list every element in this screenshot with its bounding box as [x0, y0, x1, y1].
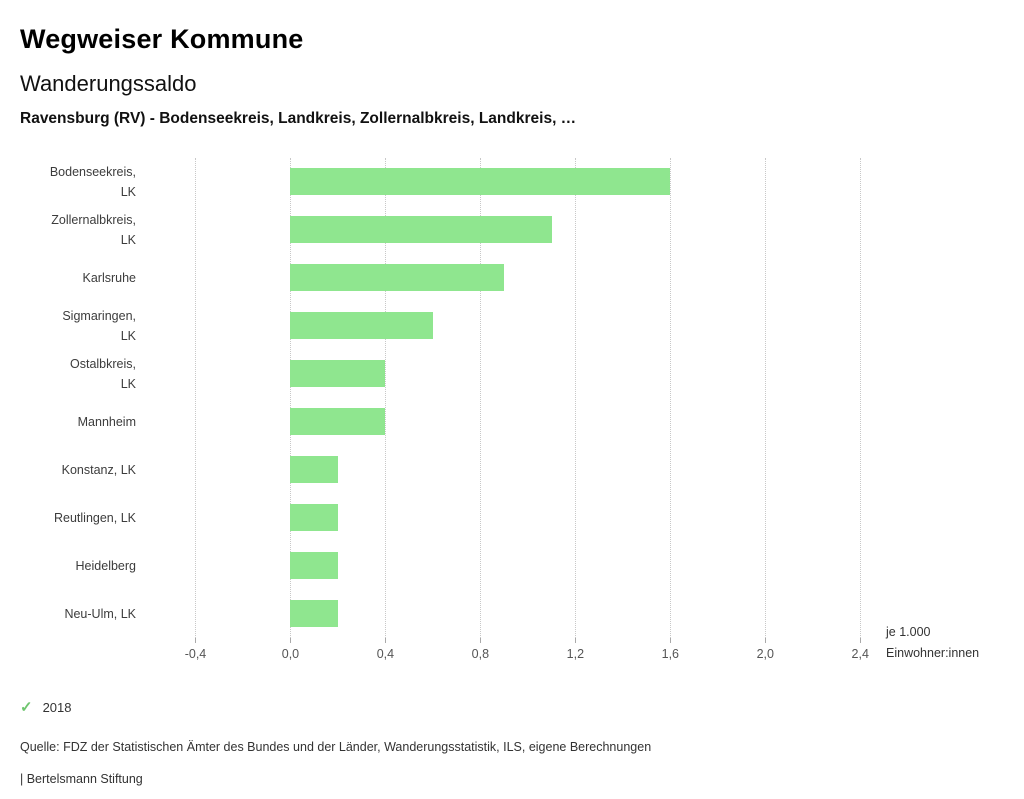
chart-row — [148, 542, 865, 590]
axis-unit-label: je 1.000 Einwohner:innen — [886, 622, 979, 665]
category-label: Zollernalbkreis, LK — [51, 213, 136, 247]
bar[interactable] — [290, 360, 386, 387]
axis-unit-line1: je 1.000 — [886, 625, 931, 639]
gridline — [575, 158, 577, 638]
bar[interactable] — [290, 264, 505, 291]
chart-row — [148, 302, 865, 350]
chart-row — [148, 254, 865, 302]
category-label: Heidelberg — [75, 559, 136, 573]
chart-row — [148, 446, 865, 494]
brand-text: | Bertelsmann Stiftung — [20, 772, 143, 786]
tick-mark — [385, 638, 387, 643]
x-axis: -0,4 0,0 0,4 0,8 1,2 1,6 2,0 2,4 — [148, 638, 869, 670]
tick-mark — [765, 638, 767, 643]
bars — [148, 158, 865, 638]
chart-subtitle: Ravensburg (RV) - Bodenseekreis, Landkre… — [20, 110, 577, 127]
x-tick-label: 1,6 — [661, 647, 680, 661]
bar[interactable] — [290, 216, 552, 243]
category-label: Neu-Ulm, LK — [64, 607, 136, 621]
category-label: Sigmaringen, LK — [62, 309, 136, 343]
chart-row — [148, 590, 865, 638]
tick-mark — [480, 638, 482, 643]
x-tick-label: 0,8 — [471, 647, 490, 661]
bar[interactable] — [290, 408, 386, 435]
tick-mark — [670, 638, 672, 643]
app-title: Wegweiser Kommune — [20, 24, 304, 54]
gridline — [480, 158, 482, 638]
bar[interactable] — [290, 312, 433, 339]
plot-area — [148, 158, 865, 638]
category-label: Karlsruhe — [82, 271, 137, 285]
tick-mark — [290, 638, 292, 643]
bar[interactable] — [290, 600, 338, 627]
bar[interactable] — [290, 552, 338, 579]
x-tick-label: 2,0 — [756, 647, 774, 661]
chart-title: Wanderungssaldo — [20, 71, 197, 96]
chart-row — [148, 158, 865, 206]
gridline — [860, 158, 862, 638]
gridline — [765, 158, 767, 638]
gridline — [195, 158, 197, 638]
x-tick-label: -0,4 — [184, 647, 207, 661]
legend-item-2018[interactable]: ✓ 2018 — [20, 698, 1004, 716]
category-label: Ostalbkreis, LK — [70, 357, 136, 391]
category-label: Konstanz, LK — [61, 463, 136, 477]
chart-row — [148, 398, 865, 446]
category-label: Mannheim — [77, 415, 136, 429]
bar[interactable] — [290, 504, 338, 531]
x-tick-label: 2,4 — [851, 647, 869, 661]
x-tick-label: 0,4 — [376, 647, 395, 661]
chart-row — [148, 350, 865, 398]
tick-mark — [860, 638, 862, 643]
chart-row — [148, 494, 865, 542]
bar[interactable] — [290, 456, 338, 483]
bar[interactable] — [290, 168, 671, 195]
category-label: Bodenseekreis, LK — [49, 165, 136, 199]
legend-label: 2018 — [42, 699, 72, 715]
category-axis: Bodenseekreis, LK Zollernalbkreis, LK Karl… — [20, 158, 142, 638]
tick-mark — [195, 638, 197, 643]
gridline — [290, 158, 292, 638]
x-tick-label: 0,0 — [281, 647, 300, 661]
gridline — [670, 158, 672, 638]
source-text: Quelle: FDZ der Statistischen Ämter des … — [20, 740, 652, 754]
category-label: Reutlingen, LK — [53, 511, 136, 525]
chart-row — [148, 206, 865, 254]
check-icon: ✓ — [20, 699, 33, 716]
tick-mark — [575, 638, 577, 643]
gridline — [385, 158, 387, 638]
x-tick-label: 1,2 — [566, 647, 585, 661]
bar-chart: Bodenseekreis, LK Zollernalbkreis, LK Karl… — [20, 158, 1004, 670]
axis-unit-line2: Einwohner:innen — [886, 646, 980, 661]
